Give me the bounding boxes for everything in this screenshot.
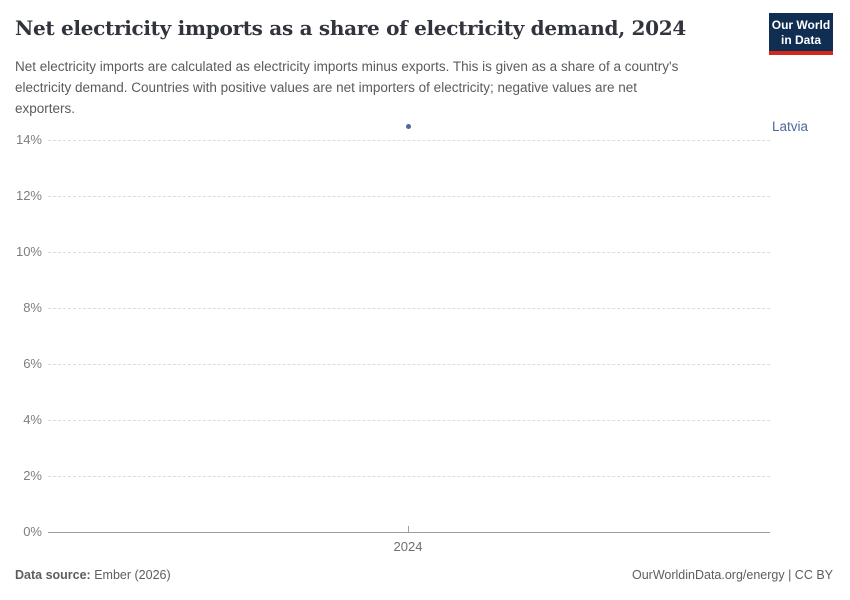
gridline <box>48 308 770 309</box>
owid-logo-line1: Our World <box>771 18 831 32</box>
y-axis-tick-label: 0% <box>23 524 42 539</box>
data-source-label: Data source: <box>15 568 91 582</box>
page-title: Net electricity imports as a share of el… <box>15 16 687 40</box>
y-axis-tick-label: 2% <box>23 468 42 483</box>
gridline <box>48 196 770 197</box>
x-axis-tick <box>408 526 409 533</box>
chart-subtitle: Net electricity imports are calculated a… <box>15 56 775 119</box>
chart-footer: Data source: Ember (2026) OurWorldinData… <box>15 568 833 582</box>
y-axis-tick-label: 4% <box>23 412 42 427</box>
y-axis-tick-label: 14% <box>15 132 42 147</box>
subtitle-line-3: exporters. <box>15 101 76 116</box>
gridline <box>48 420 770 421</box>
subtitle-line-1: Net electricity imports are calculated a… <box>15 59 679 74</box>
y-axis-tick-label: 6% <box>23 356 42 371</box>
data-point-latvia[interactable] <box>406 124 411 129</box>
subtitle-line-2: electricity demand. Countries with posit… <box>15 80 638 95</box>
gridline <box>48 140 770 141</box>
gridline <box>48 476 770 477</box>
gridline <box>48 252 770 253</box>
x-axis-tick-label: 2024 <box>393 539 423 554</box>
y-axis-tick-label: 12% <box>15 188 42 203</box>
series-label-latvia[interactable]: Latvia <box>772 119 809 134</box>
owid-logo[interactable]: Our World in Data <box>769 13 833 55</box>
data-source-value: Ember (2026) <box>94 568 171 582</box>
y-axis-tick-label: 8% <box>23 300 42 315</box>
gridline <box>48 364 770 365</box>
y-axis-tick-label: 10% <box>15 244 42 259</box>
footer-credit-link[interactable]: OurWorldinData.org/energy | CC BY <box>631 568 833 582</box>
x-axis-baseline <box>48 532 770 533</box>
owid-logo-line2: in Data <box>780 33 821 47</box>
data-source-note: Data source: Ember (2026) <box>15 568 171 582</box>
